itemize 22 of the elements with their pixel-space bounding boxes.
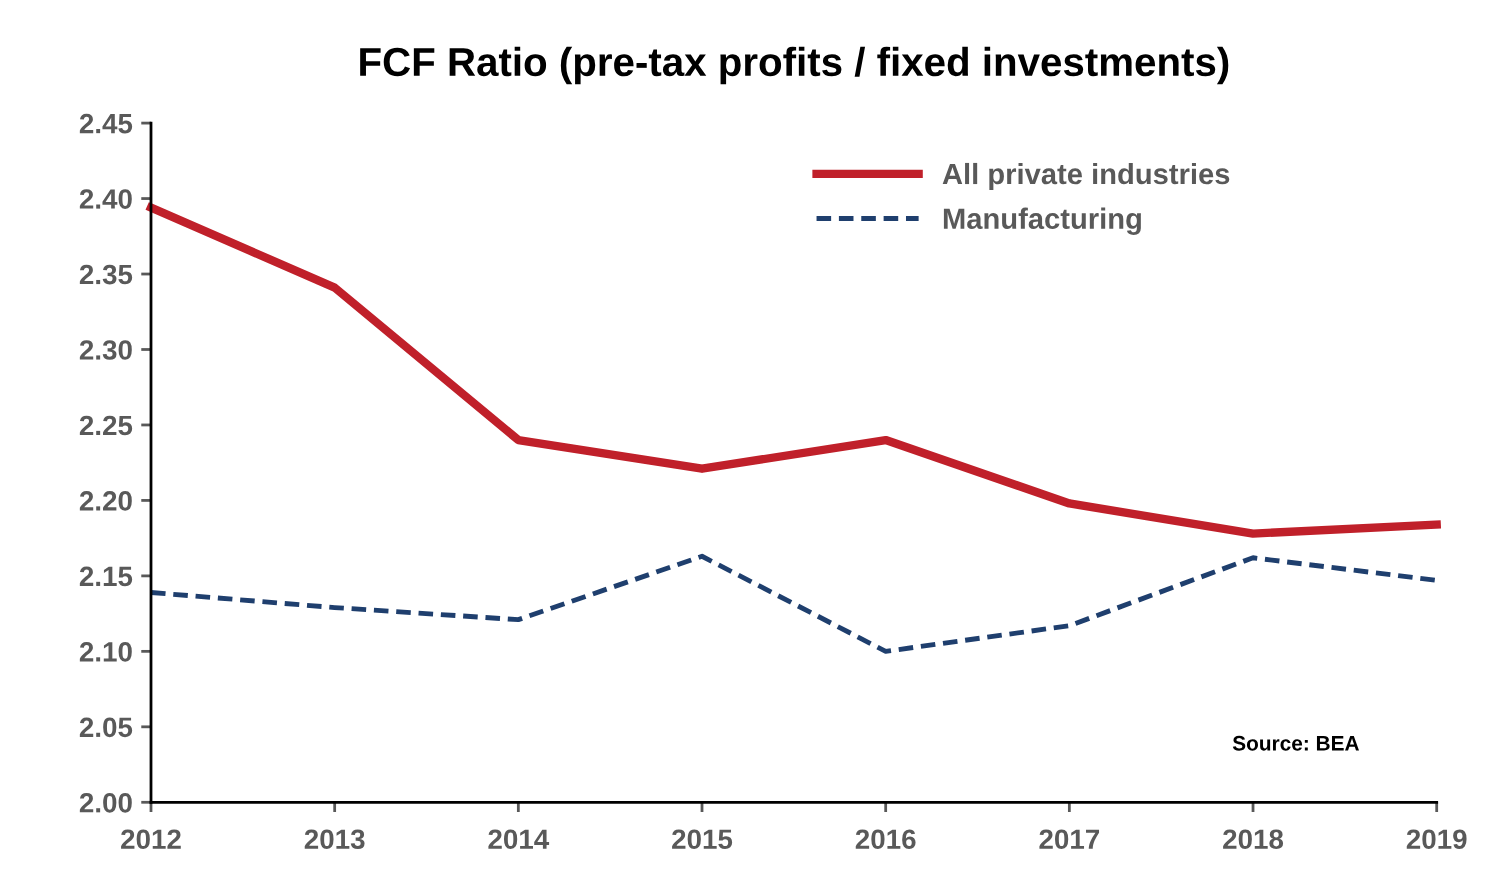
x-tick-label: 2015: [672, 829, 733, 850]
legend-label: All private industries: [942, 162, 1230, 191]
y-tick-label: 2.15: [79, 566, 133, 587]
y-tick-label: 2.25: [79, 415, 133, 436]
y-tick-label: 2.00: [79, 792, 132, 813]
legend-label: Manufacturing: [943, 207, 1141, 235]
x-tick-label: 2013: [304, 829, 365, 850]
x-tick-label: 2018: [1223, 829, 1284, 850]
x-tick-label: 2014: [488, 829, 550, 850]
y-tick-label: 2.40: [79, 189, 132, 209]
y-tick-label: 2.30: [79, 340, 132, 360]
chart-title: FCF Ratio (pre-tax profits / fixed investments): [360, 46, 1229, 85]
x-tick-label: 2012: [121, 829, 181, 850]
y-tick-label: 2.10: [79, 642, 132, 662]
x-tick-label: 2019: [1406, 829, 1467, 850]
y-tick-label: 2.35: [79, 264, 133, 285]
y-tick-label: 2.20: [79, 491, 132, 511]
x-tick-label: 2017: [1039, 829, 1100, 850]
y-tick-label: 2.05: [79, 717, 133, 738]
annotation: Source: BEA: [1232, 735, 1360, 751]
y-tick-label: 2.45: [79, 113, 133, 134]
x-tick-label: 2016: [855, 829, 916, 850]
